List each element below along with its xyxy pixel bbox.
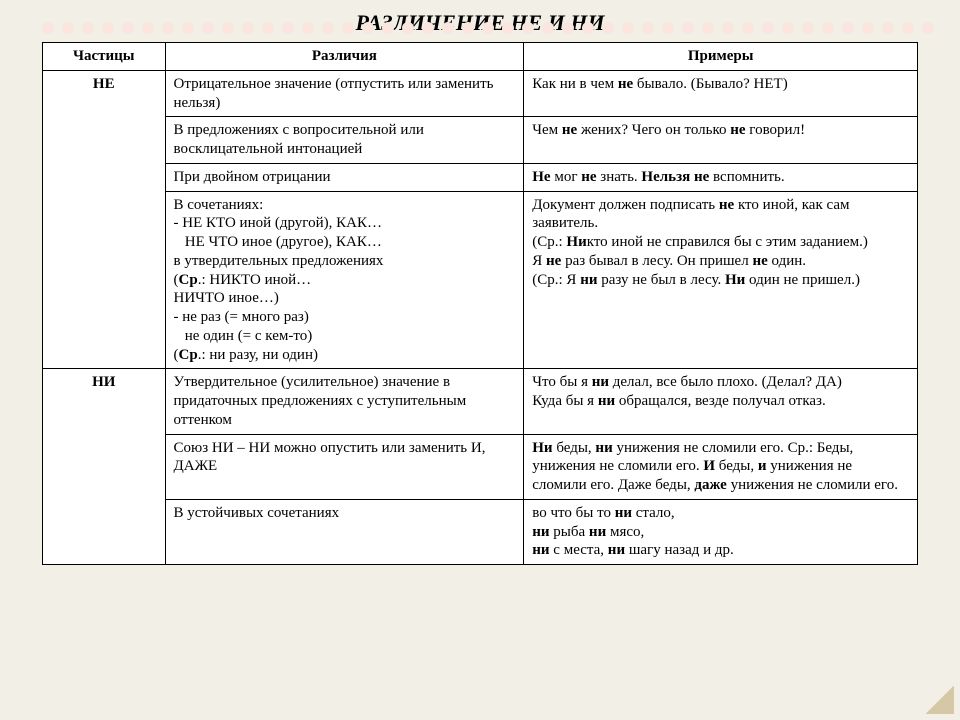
ne-diff-2: В предложениях с вопросительной или воск… (165, 117, 524, 164)
ne-row-3: При двойном отрицании Не мог не знать. Н… (43, 163, 918, 191)
comparison-table: Частицы Различия Примеры НЕ Отрицательно… (42, 42, 918, 565)
ni-ex-3: во что бы то ни стало, ни рыба ни мясо, … (524, 499, 918, 564)
decorative-dots (42, 22, 940, 40)
ne-ex-4: Документ должен подписать не кто иной, к… (524, 191, 918, 369)
page-curl-icon (926, 686, 954, 714)
ne-diff-4: В сочетаниях: - НЕ КТО иной (другой), КА… (165, 191, 524, 369)
ni-diff-1: Утвердительное (усилительное) значение в… (165, 369, 524, 434)
ni-row-2: Союз НИ – НИ можно опустить или заменить… (43, 434, 918, 499)
ni-row-3: В устойчивых сочетаниях во что бы то ни … (43, 499, 918, 564)
ni-row-1: НИ Утвердительное (усилительное) значени… (43, 369, 918, 434)
ne-diff-3: При двойном отрицании (165, 163, 524, 191)
particle-ni: НИ (43, 369, 166, 565)
col-particles: Частицы (43, 43, 166, 71)
ni-ex-2: Ни беды, ни унижения не сломили его. Ср.… (524, 434, 918, 499)
ne-row-4: В сочетаниях: - НЕ КТО иной (другой), КА… (43, 191, 918, 369)
ne-row-1: НЕ Отрицательное значение (отпустить или… (43, 70, 918, 117)
ni-diff-3: В устойчивых сочетаниях (165, 499, 524, 564)
ne-row-2: В предложениях с вопросительной или воск… (43, 117, 918, 164)
ne-ex-3: Не мог не знать. Нельзя не вспомнить. (524, 163, 918, 191)
particle-ne: НЕ (43, 70, 166, 369)
col-examples: Примеры (524, 43, 918, 71)
ni-ex-1: Что бы я ни делал, все было плохо. (Дела… (524, 369, 918, 434)
ni-diff-2: Союз НИ – НИ можно опустить или заменить… (165, 434, 524, 499)
ne-ex-2: Чем не жених? Чего он только не говорил! (524, 117, 918, 164)
ne-ex-1: Как ни в чем не бывало. (Бывало? НЕТ) (524, 70, 918, 117)
table-header-row: Частицы Различия Примеры (43, 43, 918, 71)
ne-diff-1: Отрицательное значение (отпустить или за… (165, 70, 524, 117)
col-differences: Различия (165, 43, 524, 71)
